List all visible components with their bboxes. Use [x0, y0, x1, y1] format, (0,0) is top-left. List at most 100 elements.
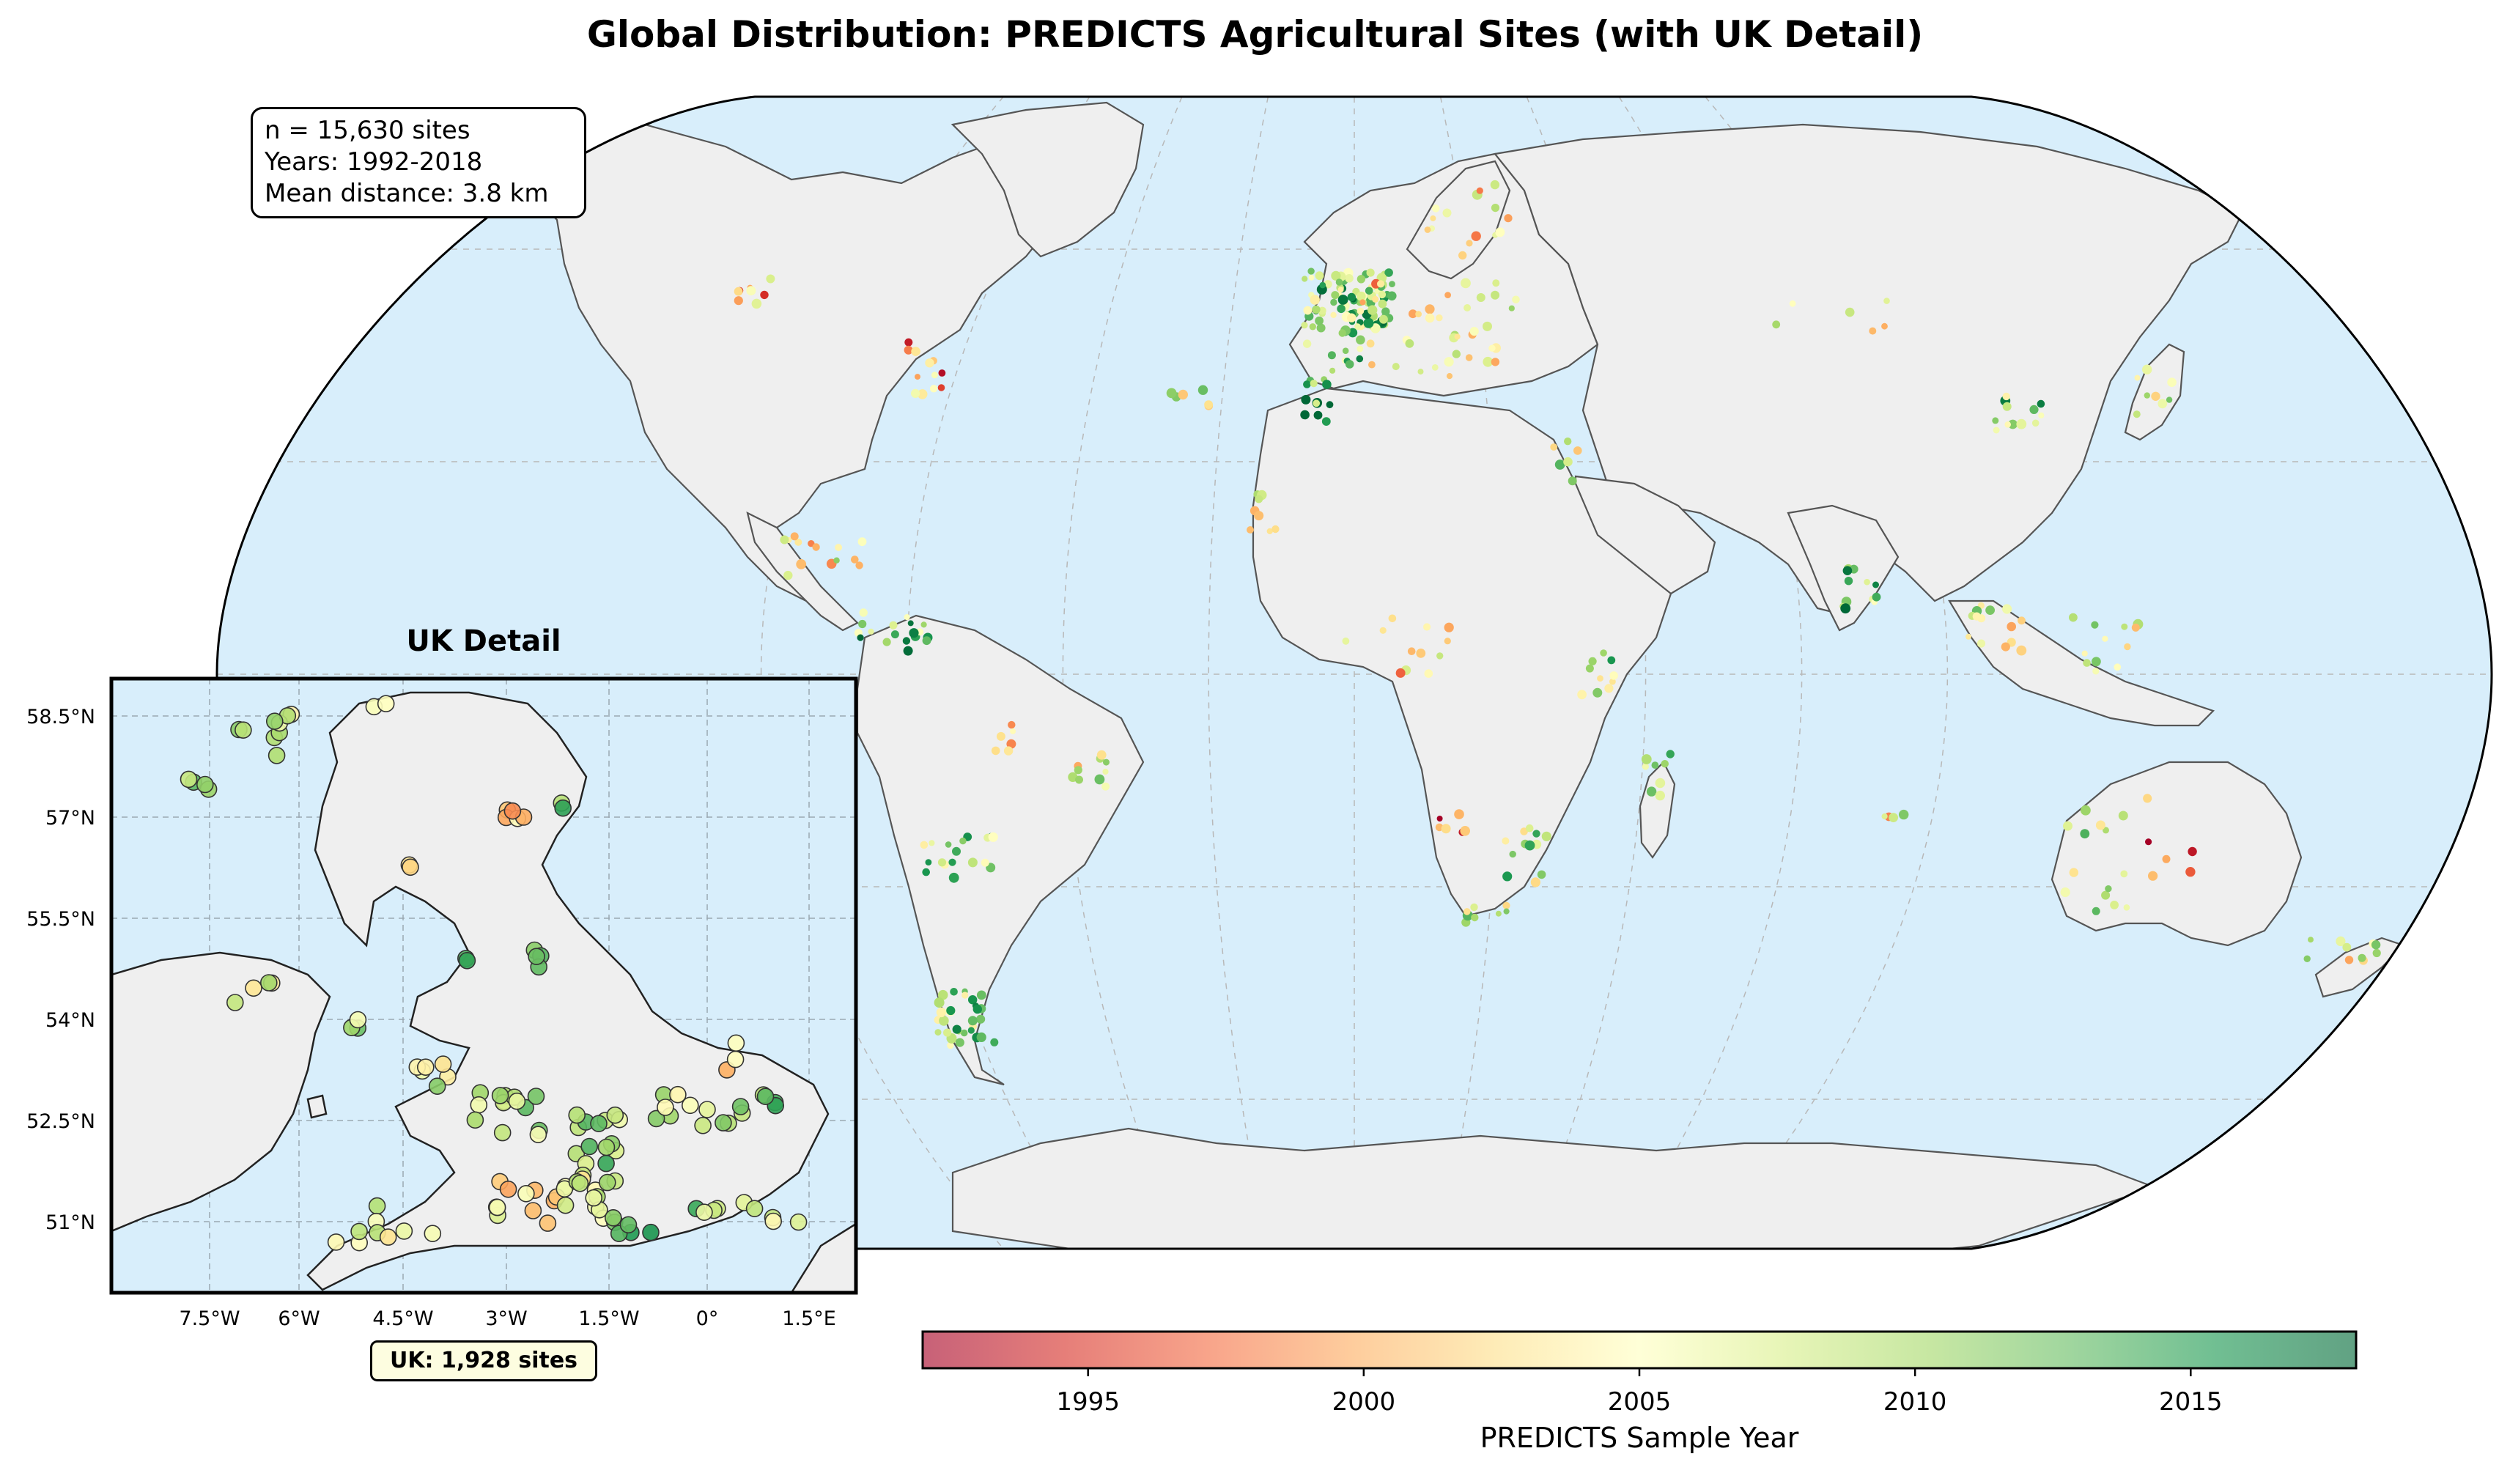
- world-site-marker: [1597, 675, 1603, 682]
- world-site-marker: [1864, 578, 1870, 586]
- world-site-marker: [1347, 292, 1356, 302]
- uk-lat-tick-label: 52.5°N: [26, 1110, 95, 1133]
- world-site-marker: [955, 1038, 964, 1047]
- world-site-marker: [2358, 953, 2366, 962]
- world-site-marker: [1842, 566, 1853, 575]
- world-site-marker: [2092, 657, 2101, 667]
- world-site-marker: [2069, 868, 2078, 877]
- world-site-marker: [1315, 316, 1324, 325]
- uk-site-marker: [434, 1055, 452, 1073]
- world-site-marker: [1389, 281, 1395, 287]
- scandinavia: [1406, 160, 1511, 280]
- world-site-marker: [1502, 871, 1513, 882]
- world-site-marker: [2002, 392, 2010, 401]
- uk-site-marker: [245, 979, 262, 997]
- world-site-marker: [1641, 754, 1652, 764]
- world-site-marker: [1255, 495, 1263, 503]
- great-britain: [306, 691, 830, 1291]
- world-site-marker: [945, 841, 952, 848]
- world-site-marker: [1463, 304, 1472, 311]
- uk-sample-sites: [180, 695, 808, 1252]
- world-site-marker: [1342, 347, 1349, 355]
- uk-site-marker: [789, 1213, 808, 1231]
- world-site-marker: [2081, 650, 2088, 657]
- world-site-marker: [996, 731, 1005, 741]
- world-site-marker: [1568, 476, 1577, 486]
- world-site-marker: [1008, 720, 1016, 729]
- world-site-marker: [1772, 320, 1781, 329]
- world-site-marker: [946, 1005, 956, 1016]
- world-site-marker: [904, 338, 913, 347]
- uk-site-marker: [259, 974, 278, 992]
- world-site-marker: [1436, 314, 1443, 322]
- uk-site-marker: [226, 994, 244, 1011]
- uk-site-marker: [470, 1096, 488, 1114]
- world-site-marker: [920, 621, 927, 628]
- world-site-marker: [1103, 758, 1110, 766]
- world-site-marker: [1600, 649, 1607, 657]
- world-site-marker: [1345, 274, 1354, 283]
- world-site-marker: [1388, 614, 1397, 623]
- world-site-marker: [1573, 446, 1582, 455]
- uk-site-marker: [556, 1196, 575, 1214]
- world-site-marker: [1985, 605, 1996, 615]
- uk-lat-tick-label: 58.5°N: [26, 706, 95, 728]
- world-site-marker: [1366, 339, 1375, 348]
- world-site-marker: [947, 1041, 954, 1049]
- uk-site-count-badge: UK: 1,928 sites: [370, 1340, 597, 1381]
- world-site-marker: [2133, 410, 2141, 418]
- world-site-marker: [1322, 380, 1332, 389]
- world-site-marker: [934, 1029, 942, 1036]
- world-site-marker: [1405, 339, 1414, 348]
- world-site-marker: [751, 298, 762, 309]
- world-site-marker: [1337, 304, 1346, 314]
- world-site-marker: [1315, 271, 1324, 281]
- world-site-marker: [2018, 616, 2026, 625]
- world-site-marker: [1512, 295, 1520, 304]
- world-site-marker: [1537, 870, 1546, 879]
- world-site-marker: [1178, 389, 1189, 400]
- antarctica: [951, 1127, 2158, 1249]
- uk-site-marker: [368, 1197, 386, 1215]
- uk-site-marker: [731, 1098, 750, 1115]
- uk-site-marker: [493, 1123, 512, 1142]
- world-site-marker: [857, 634, 864, 641]
- uk-site-marker: [539, 1214, 557, 1232]
- stats-years: Years: 1992-2018: [265, 147, 483, 177]
- uk-site-marker: [619, 1216, 638, 1234]
- world-site-marker: [1550, 443, 1558, 451]
- world-site-marker: [1407, 647, 1416, 655]
- uk-site-marker: [424, 1225, 442, 1242]
- world-site-marker: [1592, 687, 1603, 698]
- world-site-marker: [1532, 830, 1540, 838]
- world-site-marker: [2158, 399, 2168, 409]
- uk-lon-tick-label: 3°W: [485, 1307, 527, 1330]
- world-site-marker: [1541, 831, 1551, 841]
- world-site-marker: [1395, 668, 1406, 678]
- world-site-marker: [1491, 204, 1500, 213]
- uk-site-marker: [379, 1228, 397, 1246]
- world-site-marker: [2083, 659, 2091, 667]
- world-site-marker: [960, 1029, 968, 1037]
- world-site-marker: [1554, 459, 1565, 470]
- world-site-marker: [2008, 419, 2018, 429]
- world-site-marker: [1316, 323, 1326, 333]
- world-site-marker: [1347, 313, 1356, 322]
- world-site-marker: [1335, 278, 1343, 286]
- world-site-marker: [915, 374, 920, 380]
- world-site-marker: [1424, 669, 1433, 678]
- colorbar-tick-label: 2005: [1608, 1387, 1672, 1417]
- uk-site-marker: [416, 1058, 435, 1076]
- world-site-marker: [1465, 354, 1473, 361]
- world-site-marker: [1471, 913, 1479, 922]
- uk-site-marker: [180, 770, 198, 789]
- world-site-marker: [859, 608, 868, 617]
- world-site-marker: [976, 990, 986, 1000]
- world-site-marker: [780, 535, 789, 544]
- world-site-marker: [2101, 890, 2111, 900]
- world-site-marker: [1379, 627, 1387, 634]
- world-site-marker: [1577, 690, 1587, 700]
- world-site-marker: [1366, 268, 1375, 277]
- uk-landmass: [111, 691, 856, 1293]
- map-border: [215, 95, 2493, 1250]
